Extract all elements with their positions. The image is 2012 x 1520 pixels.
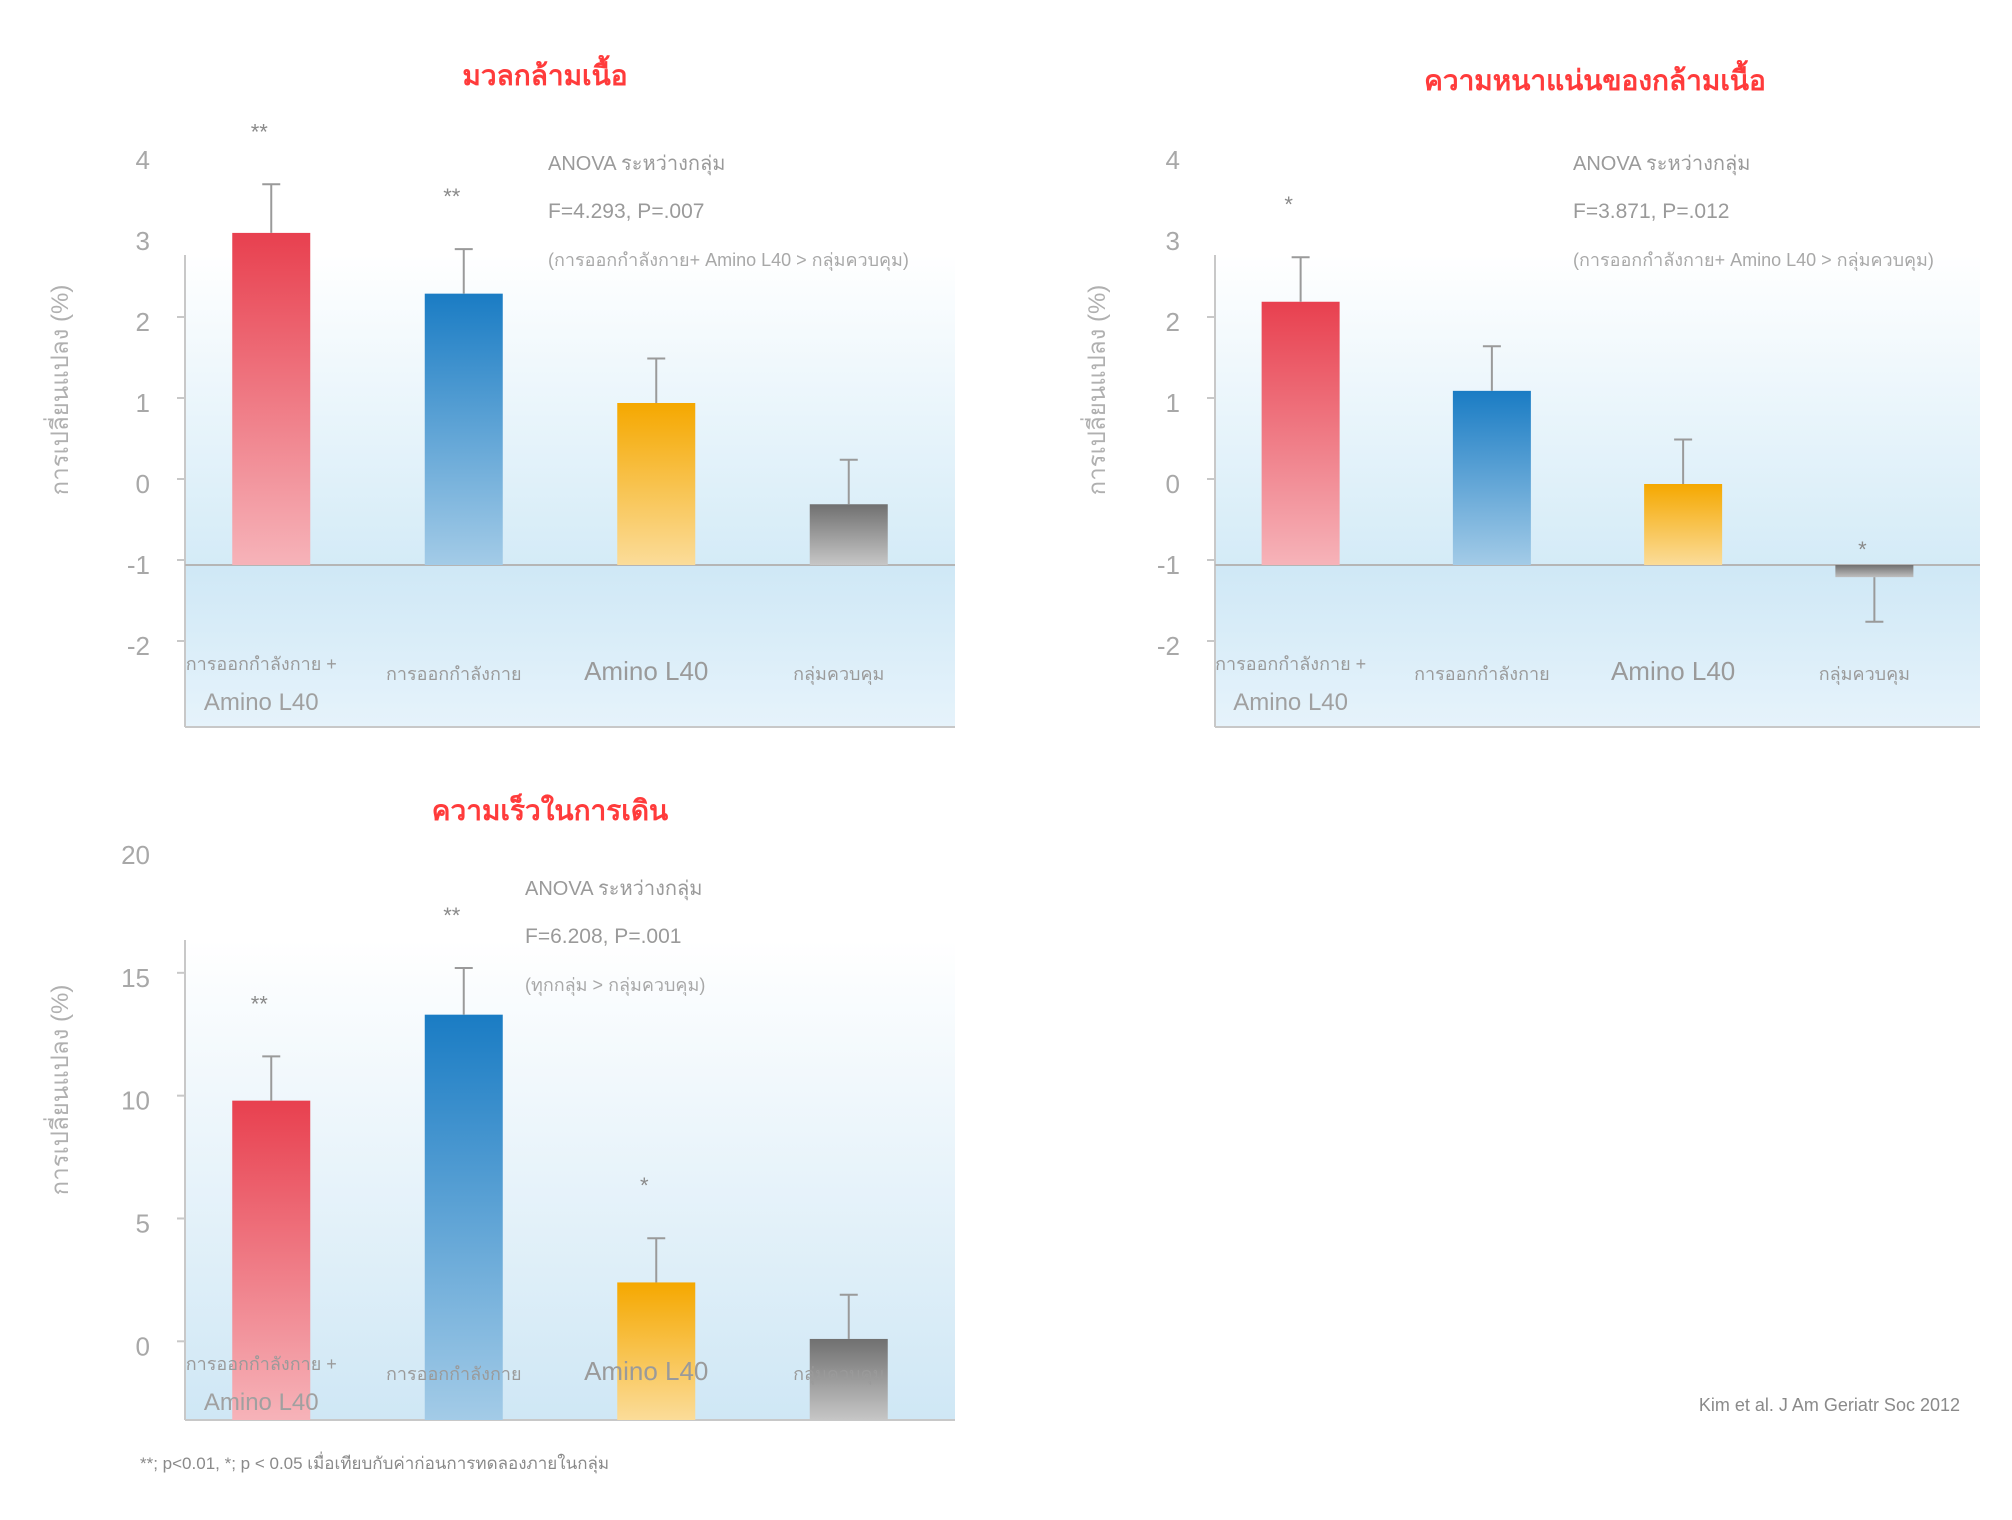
significance-marker: ** [251, 991, 269, 1016]
y-tick-label: 0 [136, 469, 150, 499]
chart-panel-3: ความเร็วในการเดิน 20 15 10 5 0 การเปลี่ยนแปลง … [43, 793, 955, 1421]
category-label: การออกกำลังกาย + [1215, 654, 1366, 674]
bar [424, 293, 503, 565]
anova-title: ANOVA ระหว่างกลุ่ม [548, 153, 725, 176]
bar [232, 1100, 311, 1420]
bar [1261, 301, 1340, 565]
y-tick-label: 3 [1166, 226, 1180, 256]
anova-note: (ทุกกลุ่ม > กลุ่มควบคุม) [525, 975, 705, 996]
category-label: การออกกำลังกาย + [186, 1354, 337, 1374]
anova-stat: F=3.871, P=.012 [1573, 200, 1729, 223]
y-tick-label: 0 [136, 1331, 150, 1361]
y-axis-label: การเปลี่ยนแปลง (%) [1080, 285, 1111, 496]
category-label: การออกกำลังกาย + [186, 654, 337, 674]
y-tick-label: 15 [121, 963, 150, 993]
y-tick-label: 10 [121, 1086, 150, 1116]
y-tick-label: 4 [1166, 145, 1180, 175]
y-tick-label: 4 [136, 145, 150, 175]
bar [809, 504, 888, 565]
significance-marker: ** [251, 119, 269, 144]
plot-background-lower [1215, 565, 1980, 727]
significance-marker: ** [443, 184, 461, 209]
y-tick-label: -1 [127, 550, 150, 580]
y-tick-label: 2 [136, 307, 150, 337]
plot-background-upper [1215, 255, 1980, 565]
y-tick-label: -1 [1157, 550, 1180, 580]
bar [617, 403, 696, 565]
y-tick-label: 5 [136, 1208, 150, 1238]
y-tick-label: 3 [136, 226, 150, 256]
anova-stat: F=4.293, P=.007 [548, 200, 704, 223]
bar [809, 1338, 888, 1420]
y-tick-label: 1 [136, 388, 150, 418]
category-label: Amino L40 [584, 656, 708, 686]
significance-marker: * [1858, 537, 1867, 562]
plot-background-lower [185, 565, 955, 727]
significance-marker: * [1284, 192, 1293, 217]
y-tick-label: -2 [1157, 631, 1180, 661]
footnote: **; p<0.01, *; p < 0.05 เมื่อเทียบกับค่า… [140, 1454, 610, 1473]
category-label: Amino L40 [204, 1389, 319, 1416]
category-label: การออกกำลังกาย [386, 1364, 522, 1384]
y-axis-label: การเปลี่ยนแปลง (%) [43, 285, 74, 496]
y-tick-label: -2 [127, 631, 150, 661]
anova-title: ANOVA ระหว่างกลุ่ม [1573, 153, 1750, 176]
anova-note: (การออกกำลังกาย+ Amino L40 > กลุ่มควบคุม… [1573, 250, 1934, 271]
category-label: Amino L40 [584, 1356, 708, 1386]
category-label: Amino L40 [1233, 689, 1348, 716]
bar [1644, 484, 1723, 565]
category-label: Amino L40 [204, 689, 319, 716]
anova-note: (การออกกำลังกาย+ Amino L40 > กลุ่มควบคุม… [548, 250, 909, 271]
source-citation: Kim et al. J Am Geriatr Soc 2012 [1698, 1395, 1960, 1415]
bar [232, 232, 311, 565]
chart-title: ความหนาแน่นของกล้ามเนื้อ [1424, 59, 1766, 96]
chart-title: ความเร็วในการเดิน [432, 793, 668, 826]
category-label: การออกกำลังกาย [1414, 664, 1550, 684]
significance-marker: ** [443, 903, 461, 928]
significance-marker: * [640, 1173, 649, 1198]
y-tick-label: 1 [1166, 388, 1180, 418]
chart-title: มวลกล้ามเนื้อ [462, 54, 627, 91]
category-label: กลุ่มควบคุม [793, 664, 884, 685]
anova-stat: F=6.208, P=.001 [525, 925, 681, 948]
bar [617, 1282, 696, 1420]
y-tick-label: 2 [1166, 307, 1180, 337]
y-axis-label: การเปลี่ยนแปลง (%) [43, 985, 74, 1196]
chart-panel-1: มวลกล้ามเนื้อ 4 3 2 1 0 -1 -2 การเปลี่ยนแปลง (%)… [43, 54, 955, 728]
bar [1452, 390, 1531, 565]
category-label: การออกกำลังกาย [386, 664, 522, 684]
category-label: กลุ่มควบคุม [1819, 664, 1910, 685]
category-label: Amino L40 [1611, 656, 1735, 686]
bar [424, 1014, 503, 1420]
y-tick-label: 0 [1166, 469, 1180, 499]
bar [1835, 565, 1914, 578]
anova-title: ANOVA ระหว่างกลุ่ม [525, 878, 702, 901]
category-label: กลุ่มควบคุม [793, 1364, 884, 1385]
chart-panel-2: ความหนาแน่นของกล้ามเนื้อ 4 3 2 1 0 -1 -2 การเปลี… [1080, 59, 1980, 728]
y-tick-label: 20 [121, 840, 150, 870]
